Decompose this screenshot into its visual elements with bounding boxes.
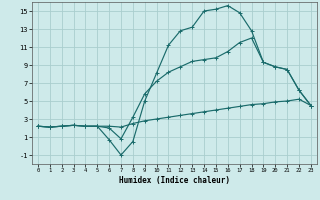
X-axis label: Humidex (Indice chaleur): Humidex (Indice chaleur) [119,176,230,185]
